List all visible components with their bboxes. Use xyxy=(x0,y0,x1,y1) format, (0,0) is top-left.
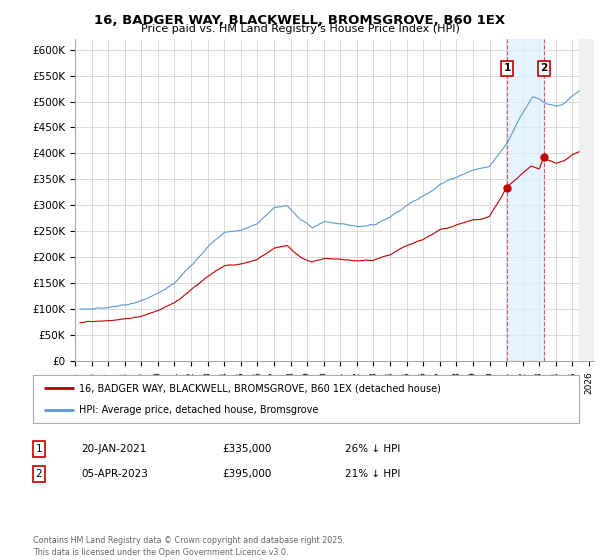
Text: HPI: Average price, detached house, Bromsgrove: HPI: Average price, detached house, Brom… xyxy=(79,405,319,415)
Text: 20-JAN-2021: 20-JAN-2021 xyxy=(81,444,146,454)
Text: 16, BADGER WAY, BLACKWELL, BROMSGROVE, B60 1EX: 16, BADGER WAY, BLACKWELL, BROMSGROVE, B… xyxy=(94,14,506,27)
Text: 21% ↓ HPI: 21% ↓ HPI xyxy=(345,469,400,479)
Text: 2: 2 xyxy=(540,63,547,73)
Text: 2: 2 xyxy=(35,469,43,479)
Text: 26% ↓ HPI: 26% ↓ HPI xyxy=(345,444,400,454)
Bar xyxy=(507,39,544,361)
Text: Price paid vs. HM Land Registry's House Price Index (HPI): Price paid vs. HM Land Registry's House … xyxy=(140,24,460,34)
Text: 1: 1 xyxy=(503,63,511,73)
Text: Contains HM Land Registry data © Crown copyright and database right 2025.
This d: Contains HM Land Registry data © Crown c… xyxy=(33,536,345,557)
Text: £395,000: £395,000 xyxy=(222,469,271,479)
Text: 05-APR-2023: 05-APR-2023 xyxy=(81,469,148,479)
Bar xyxy=(579,39,594,361)
Text: 16, BADGER WAY, BLACKWELL, BROMSGROVE, B60 1EX (detached house): 16, BADGER WAY, BLACKWELL, BROMSGROVE, B… xyxy=(79,383,441,393)
Text: £335,000: £335,000 xyxy=(222,444,271,454)
Text: 1: 1 xyxy=(35,444,43,454)
